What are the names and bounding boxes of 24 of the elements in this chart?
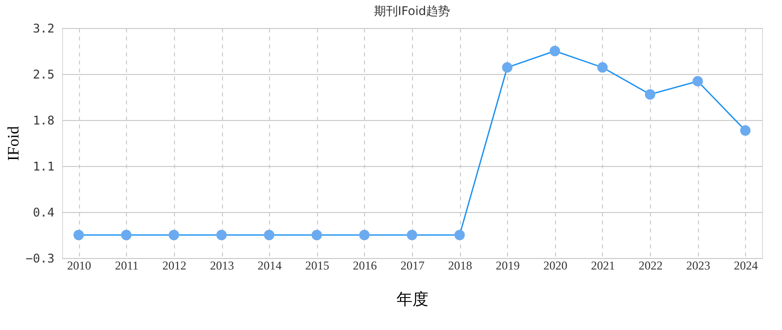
x-tick-label: 2010 — [67, 258, 92, 272]
x-tick-label: 2018 — [448, 258, 472, 272]
x-tick-label: 2011 — [115, 258, 139, 272]
x-tick-label: 2022 — [638, 258, 663, 272]
x-tick-label: 2016 — [352, 258, 377, 272]
x-tick-label: 2021 — [590, 258, 615, 272]
x-tick-label: 2020 — [543, 258, 568, 272]
y-tick-label: 1.8 — [32, 114, 54, 128]
y-tick-label: 2.5 — [32, 68, 54, 82]
x-tick-label: 2013 — [210, 258, 234, 272]
x-tick-label: 2017 — [400, 258, 424, 272]
y-tick-label: 0.4 — [32, 206, 54, 220]
y-tick-label: 3.2 — [32, 22, 54, 36]
x-tick-label: 2023 — [686, 258, 710, 272]
y-tick-label: −0.3 — [26, 252, 54, 266]
x-tick-label: 2015 — [305, 258, 330, 272]
y-tick-label: 1.1 — [32, 160, 54, 174]
x-tick-label: 2014 — [258, 258, 282, 272]
y-axis-title: IFoid — [6, 126, 23, 161]
x-tick-label: 2012 — [162, 258, 186, 272]
x-tick-label: 2024 — [734, 258, 758, 272]
x-tick-label: 2019 — [496, 258, 520, 272]
x-axis-title: 年度 — [396, 290, 428, 308]
chart-title: 期刊IFoid趋势 — [374, 4, 450, 18]
